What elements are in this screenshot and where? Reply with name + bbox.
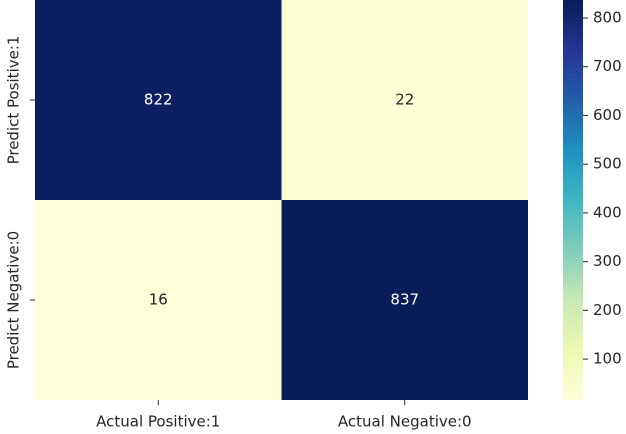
x-tick-label: Actual Positive:1 xyxy=(96,413,220,431)
colorbar-tick-label: 200 xyxy=(593,301,622,319)
y-tick-label: Predict Positive:1 xyxy=(5,36,23,165)
cell-label: 822 xyxy=(144,91,173,109)
colorbar-tick-label: 500 xyxy=(593,155,622,173)
heatmap-cell xyxy=(281,0,528,200)
colorbar xyxy=(563,0,583,400)
heatmap-cell xyxy=(281,200,528,400)
colorbar-tick-label: 700 xyxy=(593,57,622,75)
heatmap-cell xyxy=(35,0,282,200)
colorbar-tick-label: 400 xyxy=(593,203,622,221)
x-tick-label: Actual Negative:0 xyxy=(338,413,472,431)
y-tick-label: Predict Negative:0 xyxy=(5,231,23,369)
heatmap-cell xyxy=(35,200,282,400)
cell-label: 22 xyxy=(395,91,414,109)
colorbar-tick-label: 800 xyxy=(593,9,622,27)
cell-label: 16 xyxy=(149,291,168,309)
colorbar-tick-label: 600 xyxy=(593,106,622,124)
colorbar-tick-label: 300 xyxy=(593,252,622,270)
cell-label: 837 xyxy=(390,291,419,309)
colorbar-tick-label: 100 xyxy=(593,350,622,368)
